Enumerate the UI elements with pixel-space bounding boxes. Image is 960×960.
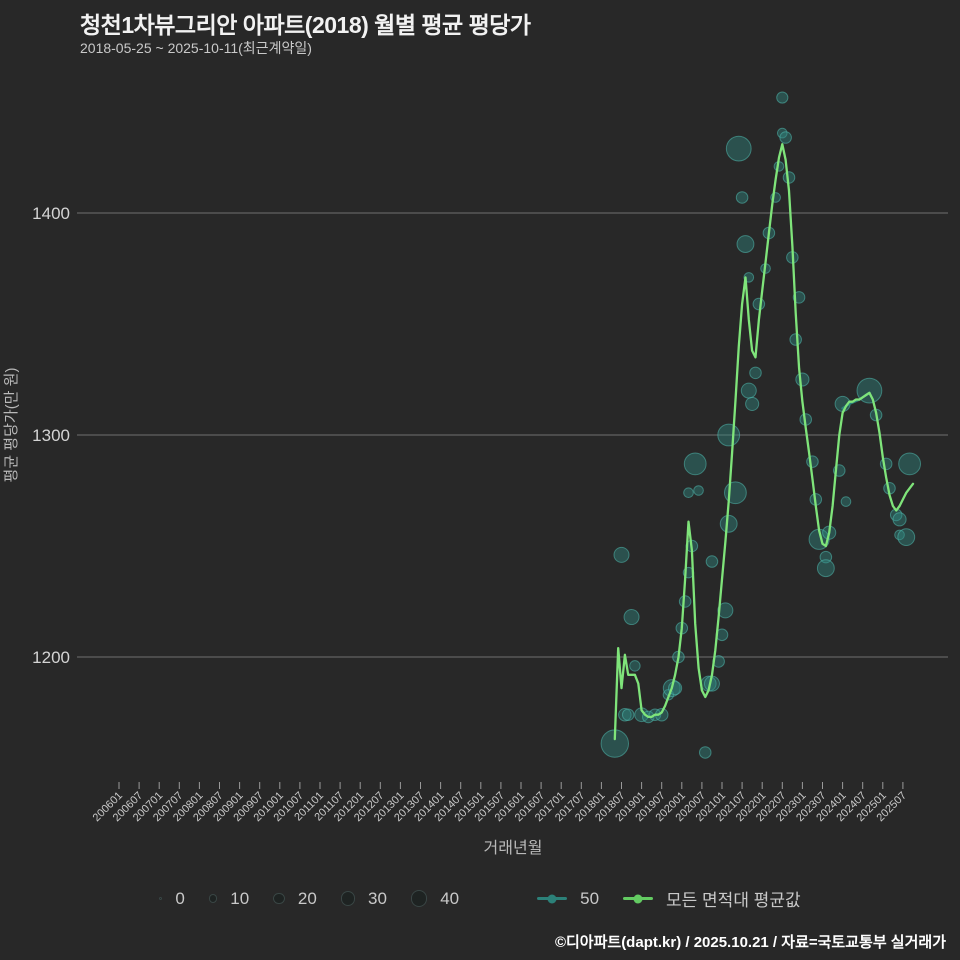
transaction-bubble (621, 708, 635, 721)
bubbles-group (600, 91, 922, 759)
transaction-bubble (717, 423, 741, 447)
legend-size-40-label: 40 (440, 888, 460, 908)
transaction-bubble (892, 512, 907, 527)
series-average-line (613, 143, 915, 741)
y-axis-title: 평균 평당가(만 원) (3, 368, 20, 483)
transaction-bubble (735, 191, 749, 204)
transaction-bubble (779, 131, 792, 144)
chart-subtitle: 2018-05-25 ~ 2025-10-11(최근계약일) (80, 40, 312, 56)
legend-size-40: 40 (410, 888, 460, 909)
legend-size-20: 20 (273, 889, 317, 909)
legend-series-avg[interactable]: 모든 면적대 평균값 (623, 886, 801, 911)
y-tick-label: 1300 (32, 426, 70, 445)
legend-series-50-label: 50 (580, 888, 600, 908)
transaction-bubble (683, 487, 694, 499)
transaction-bubble (613, 546, 630, 563)
transaction-bubble (736, 235, 755, 254)
transaction-bubble (725, 135, 752, 162)
transaction-bubble (629, 660, 641, 672)
transaction-bubble (749, 366, 762, 380)
legend-size-10-label: 10 (230, 888, 250, 908)
transaction-bubble (745, 396, 760, 411)
transaction-bubble (894, 529, 905, 541)
transaction-bubble (795, 372, 810, 387)
series-avg-line-icon (623, 894, 654, 903)
series-50-line-icon (537, 894, 568, 903)
transaction-bubble (898, 452, 922, 476)
legend-size-0-label: 0 (175, 888, 185, 908)
transaction-bubble (693, 485, 704, 496)
y-tick-label: 1400 (32, 204, 70, 223)
transaction-bubble (776, 91, 789, 104)
transaction-bubble (623, 609, 640, 626)
chart-legend: 0 10 20 30 40 50 모든 면적대 평균값 (0, 886, 960, 911)
credit-text: ©디아파트(dapt.kr) / 2025.10.21 / 자료=국토교통부 실… (554, 934, 946, 951)
gridlines-group: 1200 1300 1400 (32, 204, 948, 667)
y-tick-label: 1200 (32, 648, 70, 667)
legend-size-20-label: 20 (297, 888, 317, 908)
size-dot-20-icon (273, 892, 285, 905)
transaction-bubble (752, 297, 766, 311)
size-dot-10-icon (208, 894, 218, 903)
legend-series-avg-label: 모든 면적대 평균값 (666, 891, 801, 910)
legend-size-10: 10 (208, 888, 250, 909)
transaction-bubble (698, 746, 712, 759)
transaction-bubble (717, 602, 734, 619)
chart-title: 청천1차뷰그리안 아파트(2018) 월별 평균 평당가 (80, 12, 531, 38)
size-dot-30-icon (340, 891, 355, 906)
x-axis-title: 거래년월 (484, 839, 543, 857)
transaction-bubble (678, 595, 692, 608)
transaction-bubble (840, 496, 852, 507)
legend-size-0: 0 (159, 888, 185, 909)
transaction-bubble (897, 528, 916, 547)
transaction-bubble (816, 559, 835, 578)
legend-size-30: 30 (340, 888, 387, 909)
transaction-bubble (705, 555, 719, 568)
x-axis-group: 2006012006072007012007072008012008072009… (91, 782, 909, 824)
legend-size-30-label: 30 (367, 888, 387, 908)
transaction-bubble (806, 455, 819, 468)
transaction-bubble (789, 333, 802, 346)
size-dot-40-icon (410, 890, 428, 907)
size-dot-0-icon (159, 897, 163, 900)
transaction-bubble (740, 382, 757, 399)
legend-series-50[interactable]: 50 (537, 889, 599, 909)
transaction-bubble (719, 514, 738, 533)
transaction-bubble (683, 452, 707, 476)
transaction-bubble (618, 707, 632, 722)
